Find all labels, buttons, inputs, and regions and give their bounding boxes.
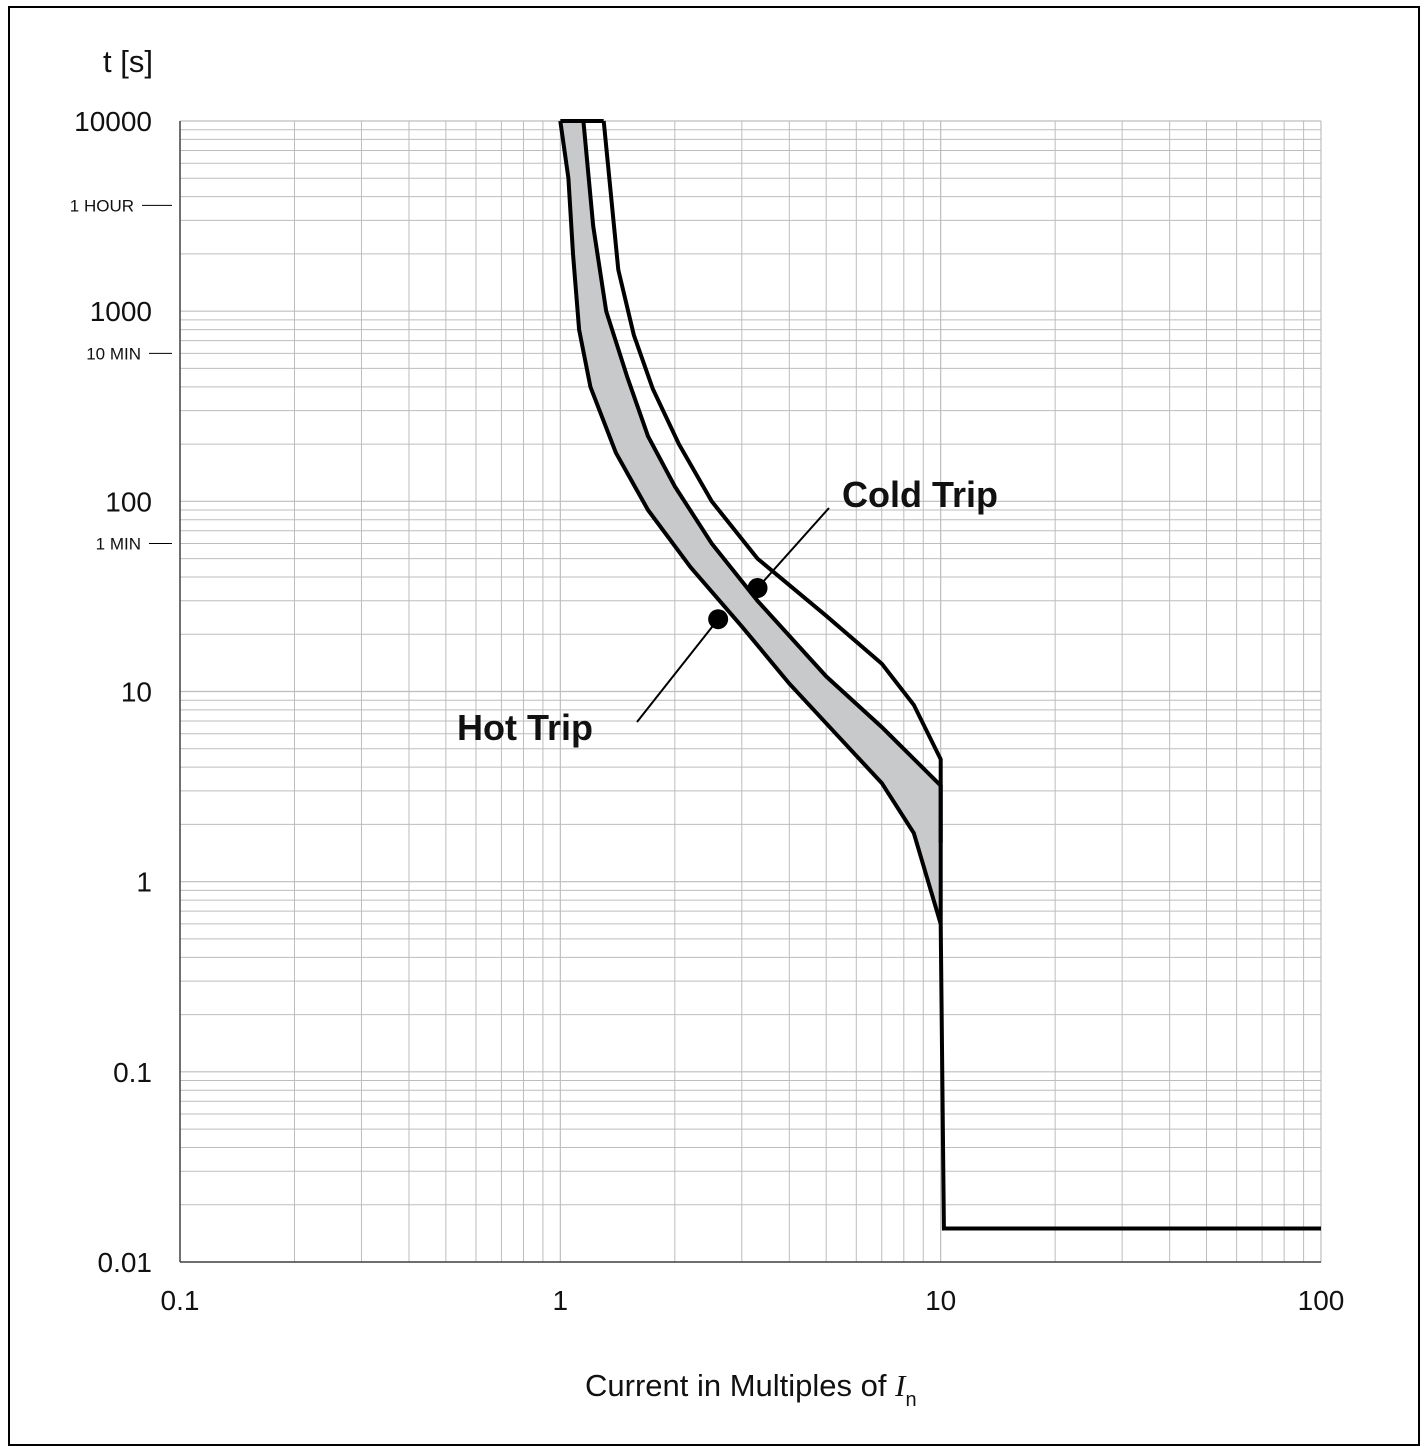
y-axis-label: t [s]: [103, 44, 153, 79]
cold-trip-leader-line: [756, 507, 830, 589]
hot-band-outer-line: [558, 120, 943, 925]
hot-trip-marker: [708, 609, 729, 630]
y-tick-label: 10: [121, 677, 152, 708]
hot-trip-label: Hot Trip: [457, 707, 593, 748]
x-tick-label: 1: [553, 1285, 569, 1316]
y-axis-ticks: 10000 1000 100 10 1 0.1 0.01: [74, 106, 152, 1278]
x-tick-label: 100: [1298, 1285, 1345, 1316]
x-tick-label: 0.1: [161, 1285, 200, 1316]
x-tick-label: 10: [925, 1285, 956, 1316]
y-tick-label: 100: [105, 486, 152, 517]
time-marker-label: 10 MIN: [86, 344, 141, 363]
x-axis-label: Current in Multiples of In: [585, 1368, 917, 1411]
cold-trip-marker: [747, 578, 768, 599]
series-hot-trip-line: [581, 120, 943, 843]
y-tick-label: 10000: [74, 106, 152, 137]
x-axis-label-symbol: I: [894, 1368, 907, 1403]
hot-trip-band: [560, 121, 941, 924]
y-tick-label: 1: [136, 867, 152, 898]
x-axis-label-main: Current in Multiples of: [585, 1368, 887, 1403]
series-cold-trip-line: [601, 120, 1321, 1231]
y-tick-label: 0.01: [98, 1247, 153, 1278]
x-axis-label-subscript: n: [905, 1389, 916, 1411]
hot-trip-leader-line: [636, 618, 719, 723]
grid-major: [179, 120, 1322, 1263]
time-markers: 1 HOUR 10 MIN 1 MIN: [70, 196, 172, 554]
y-tick-label: 0.1: [113, 1057, 152, 1088]
y-tick-label: 1000: [90, 296, 152, 327]
time-marker-label: 1 HOUR: [70, 196, 134, 215]
time-marker-label: 1 MIN: [96, 535, 141, 554]
cold-trip-label: Cold Trip: [842, 474, 998, 515]
x-axis-ticks: 0.1 1 10 100: [161, 1285, 1345, 1316]
